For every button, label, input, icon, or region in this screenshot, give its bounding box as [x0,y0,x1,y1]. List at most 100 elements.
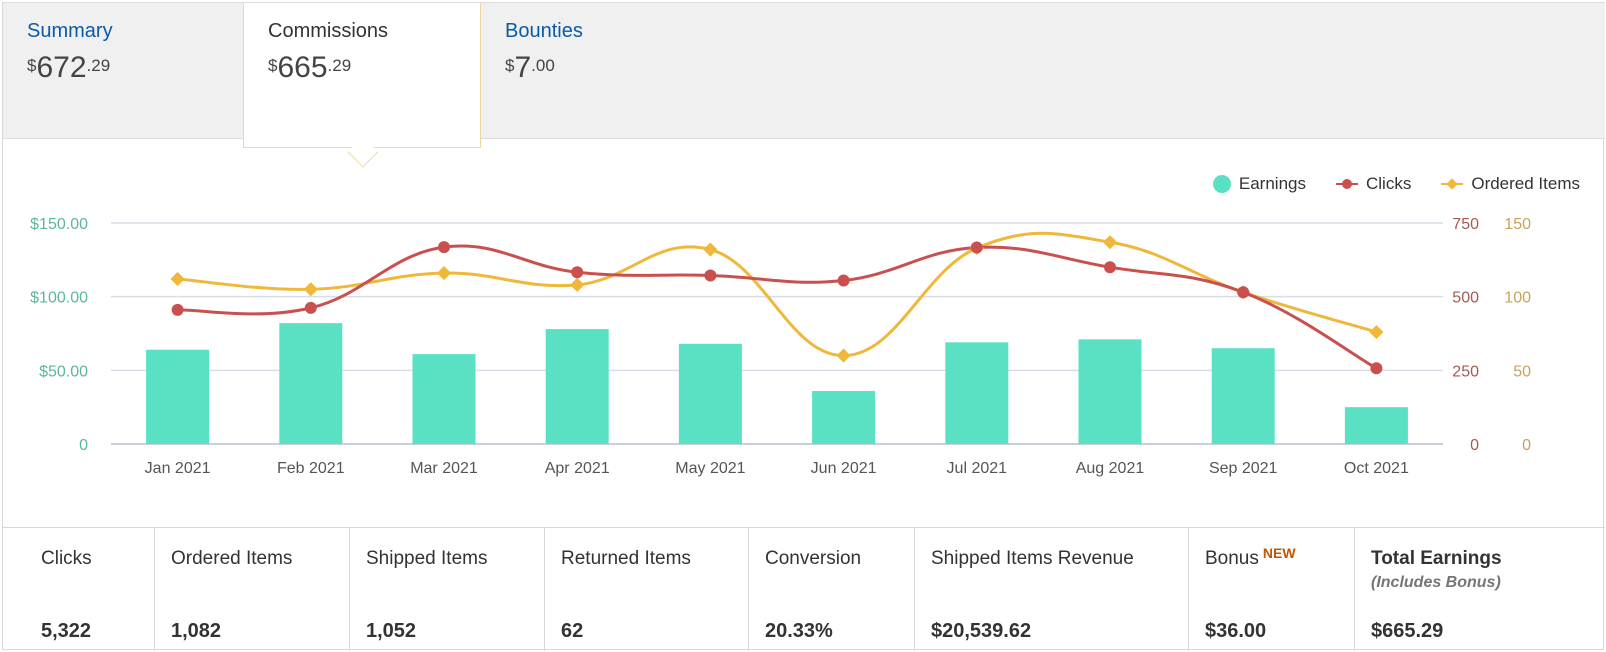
x-axis-tick: May 2021 [675,460,745,477]
earnings-bar [812,390,876,444]
ordered-items-point [703,242,718,257]
left-axis-tick: $100.00 [30,290,88,307]
clicks-point [438,241,450,254]
legend-ordered-items-label: Ordered Items [1471,174,1580,193]
amount-whole: 7 [514,51,532,84]
ordered-items-point [570,277,585,292]
items-axis-tick: 50 [1513,363,1531,380]
earnings-bar [945,342,1009,444]
earnings-bar [146,349,210,444]
legend-ordered-items[interactable]: Ordered Items [1441,174,1580,194]
earnings-bar [545,329,609,444]
tab-summary-amount: $672.29 [27,51,219,85]
stat-label: Bonus NEW [1205,545,1338,570]
stat-value: 1,082 [171,620,222,642]
earnings-bar [1078,339,1142,444]
clicks-axis-tick: 500 [1452,290,1479,307]
stat-value: 5,322 [41,620,92,642]
clicks-point [304,301,317,314]
legend-ordered-items-swatch [1441,175,1464,193]
x-axis-tick: Feb 2021 [277,460,345,477]
stat-value: 1,052 [366,620,417,642]
left-axis-tick: $150.00 [30,216,88,233]
legend-earnings[interactable]: Earnings [1212,174,1306,194]
stat-value: $20,539.62 [931,620,1032,642]
chart-legend: Earnings Clicks Ordered Items [1212,174,1580,194]
amount-whole: 665 [277,51,328,84]
x-axis-tick: Oct 2021 [1344,460,1409,477]
x-axis-tick: Aug 2021 [1076,460,1145,477]
stat-label: Clicks [41,548,92,569]
earnings-bar [678,343,742,444]
tab-commissions[interactable]: Commissions $665.29 [243,3,481,168]
stat-label: Conversion [765,548,862,569]
stat-value: 62 [561,620,584,642]
x-axis-tick: Apr 2021 [545,460,610,477]
tab-summary-label: Summary [27,20,113,42]
tab-summary[interactable]: Summary $672.29 [3,3,243,140]
legend-earnings-label: Earnings [1238,174,1306,193]
clicks-point [970,241,983,254]
stat-label: Returned Items [561,548,691,569]
stat-label: Ordered Items [171,548,293,569]
stat-returned-items: Returned Items 62 [545,528,749,651]
stat-label: Shipped Items [366,548,488,569]
ordered-items-point [170,271,185,287]
tab-commissions-label: Commissions [268,20,389,42]
items-axis-tick: 150 [1504,216,1531,233]
clicks-axis-tick: 750 [1452,216,1479,233]
x-axis-tick: Jun 2021 [811,460,877,477]
x-axis-tick: Mar 2021 [410,460,478,477]
amount-cents: .29 [327,56,352,75]
earnings-bar [1344,407,1408,444]
stat-sub-label: (Includes Bonus) [1371,574,1501,591]
clicks-point [1104,261,1116,274]
new-badge: NEW [1262,545,1296,561]
stat-conversion: Conversion 20.33% [749,528,915,651]
legend-clicks-label: Clicks [1366,174,1412,193]
tab-bounties-label: Bounties [505,20,583,42]
stat-ordered-items: Ordered Items 1,082 [155,528,350,651]
earnings-chart: $150.00 750 150 $100.00 500 100 $50.00 250 50 0 0 0… [3,139,1605,527]
legend-clicks-swatch [1336,175,1358,193]
clicks-axis-tick: 250 [1452,363,1479,380]
ordered-items-point [1369,324,1384,340]
stat-bonus-label: Bonus [1205,548,1259,569]
clicks-point [171,303,184,316]
ordered-items-point [1102,235,1118,250]
x-axis-tick: Sep 2021 [1209,460,1278,477]
ordered-items-point [303,282,318,297]
amount-whole: 672 [36,51,87,84]
currency-symbol: $ [505,56,515,75]
clicks-point [571,266,584,279]
earnings-bar [1211,348,1275,444]
clicks-line [177,244,1378,370]
stat-shipped-items: Shipped Items 1,052 [350,528,545,651]
tab-bounties[interactable]: Bounties $7.00 [481,3,721,140]
stat-value: $665.29 [1371,620,1444,642]
legend-clicks[interactable]: Clicks [1336,174,1411,194]
clicks-point [837,274,850,287]
stats-summary-row: Clicks 5,322 Ordered Items 1,082 Shipped… [3,527,1605,651]
stat-bonus: Bonus NEW $36.00 [1189,528,1355,651]
stat-label: Shipped Items Revenue [931,548,1134,569]
left-axis-tick: 0 [79,437,88,454]
x-axis-tick: Jan 2021 [145,460,211,477]
clicks-point [1370,362,1383,375]
tab-bounties-amount: $7.00 [505,51,697,85]
earnings-tab-bar: Summary $672.29 Commissions $665.29 Boun… [3,2,1605,168]
stat-value: $36.00 [1205,620,1267,642]
clicks-point [704,269,717,282]
items-axis-tick: 100 [1504,290,1531,307]
stat-value: 20.33% [765,620,833,642]
x-axis-tick: Jul 2021 [947,460,1008,477]
left-axis-tick: $50.00 [39,363,88,380]
ordered-items-line [177,231,1377,358]
stat-total-earnings: Total Earnings (Includes Bonus) $665.29 [1355,528,1605,651]
stat-label: Total Earnings [1371,548,1502,569]
amount-cents: .29 [86,56,111,75]
currency-symbol: $ [27,56,37,75]
stat-shipped-items-revenue: Shipped Items Revenue $20,539.62 [915,528,1189,651]
amount-cents: .00 [531,56,555,75]
